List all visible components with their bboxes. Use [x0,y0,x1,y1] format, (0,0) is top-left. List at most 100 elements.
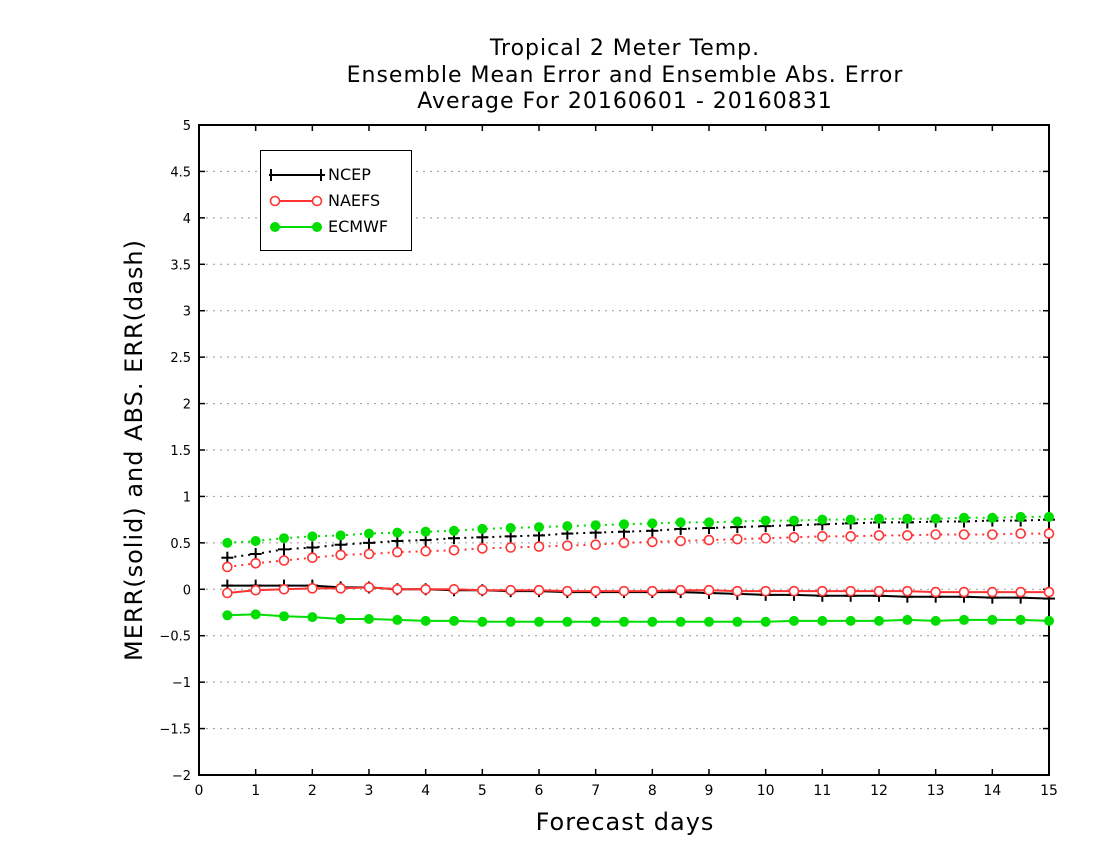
point-ecmwf-abs-error [987,512,998,523]
point-naefs-abs-error [533,541,545,552]
point-naefs-abs-error [703,534,715,546]
x-tick-label: 4 [421,783,430,799]
y-tick-label: 3.5 [170,258,191,273]
legend-swatch-ecmwf [270,222,322,232]
x-tick-label: 5 [478,783,487,799]
point-ecmwf-mean-error [817,615,828,626]
y-tick-label: −1 [172,676,191,691]
point-naefs-abs-error [590,539,601,551]
point-ecmwf-mean-error [845,615,856,626]
point-ecmwf-mean-error [1044,615,1054,626]
point-naefs-abs-error [477,543,488,554]
point-naefs-abs-error [902,530,913,541]
chart-title-line-2: Ensemble Mean Error and Ensemble Abs. Er… [346,63,904,88]
point-naefs-abs-error [760,532,771,544]
point-naefs-abs-error [1043,528,1055,539]
point-ecmwf-abs-error [1015,511,1026,522]
point-naefs-mean-error [873,585,885,597]
point-naefs-mean-error [477,584,488,596]
point-ecmwf-abs-error [704,517,714,528]
legend-label-ecmwf: ECMWF [328,217,389,236]
point-ecmwf-mean-error [902,614,913,625]
chart-title-line-3: Average For 20160601 - 20160831 [417,89,833,114]
y-tick-label: 2.5 [170,351,191,366]
point-ecmwf-abs-error [250,536,261,546]
point-naefs-abs-error [930,529,941,540]
legend-label-naefs: NAEFS [328,191,381,210]
point-ecmwf-mean-error [1015,614,1026,625]
grid-layer [199,170,1049,730]
point-ecmwf-abs-error [817,514,828,525]
point-ecmwf-abs-error [619,519,629,530]
point-ecmwf-abs-error [902,513,913,524]
series-line-ecmwf-mean-error [227,613,1050,623]
point-ecmwf-mean-error [987,614,998,625]
y-tick-label: −1.5 [159,723,191,738]
chart-title-line-1: Tropical 2 Meter Temp. [489,36,761,61]
legend-swatch-naefs [269,195,323,207]
point-ecmwf-mean-error [874,615,884,626]
point-naefs-abs-error [958,529,970,540]
point-ecmwf-abs-error [1044,511,1054,522]
point-ecmwf-mean-error [335,614,346,624]
point-ecmwf-mean-error [619,616,629,627]
y-tick-label: 1 [183,490,191,505]
point-ecmwf-mean-error [647,616,658,627]
point-ecmwf-mean-error [392,614,403,625]
point-ecmwf-abs-error [307,531,318,542]
legend-item-ecmwf: ECMWF [261,215,411,239]
point-naefs-abs-error [675,535,686,547]
point-naefs-mean-error [278,583,290,595]
point-naefs-mean-error [533,584,545,596]
x-tick-label: 2 [308,783,317,799]
point-ecmwf-abs-error [930,513,941,524]
y-tick-label: 2 [183,398,191,413]
point-naefs-mean-error [930,586,941,598]
x-tick-label: 10 [757,783,775,799]
legend-swatch-ncep [269,169,325,181]
x-tick-label: 6 [535,783,544,799]
x-tick-label: 3 [365,783,374,799]
point-naefs-abs-error [788,531,800,543]
x-tick-label: 7 [591,783,600,799]
point-ecmwf-mean-error [959,614,969,625]
y-tick-label: 3 [183,305,191,320]
point-ecmwf-abs-error [505,523,516,533]
point-naefs-mean-error [1043,586,1055,598]
point-naefs-abs-error [845,531,856,542]
point-ecmwf-mean-error [760,616,771,627]
axes-layer: −2−1.5−1−0.500.511.522.533.544.550 1 2 3 4 5 6… [159,119,1057,799]
point-naefs-abs-error [335,549,346,561]
point-ecmwf-abs-error [392,527,403,538]
point-ecmwf-mean-error [534,616,544,627]
point-naefs-abs-error [817,531,828,542]
legend: NCEP NAEFS ECMWF [260,150,412,251]
point-ecmwf-mean-error [789,615,799,626]
point-naefs-mean-error [420,583,431,595]
x-tick-label: 8 [648,783,657,799]
x-tick-label: 11 [813,783,831,799]
legend-label-ncep: NCEP [328,165,371,184]
point-ecmwf-mean-error [449,615,459,626]
point-ecmwf-mean-error [279,611,289,622]
x-tick-label: 9 [705,783,714,799]
point-ecmwf-abs-error [335,530,346,541]
point-ecmwf-abs-error [279,533,289,544]
point-naefs-abs-error [1015,528,1026,539]
point-naefs-abs-error [732,533,743,545]
point-naefs-mean-error [1015,586,1026,598]
point-naefs-abs-error [618,537,630,549]
point-naefs-abs-error [505,542,516,553]
point-naefs-mean-error [392,583,403,595]
point-ecmwf-mean-error [675,616,686,627]
point-naefs-abs-error [420,545,431,557]
point-ecmwf-mean-error [307,612,318,623]
x-tick-label: 13 [927,783,945,799]
point-naefs-mean-error [845,585,856,597]
x-tick-label: 12 [870,783,888,799]
point-ecmwf-mean-error [930,615,941,626]
point-naefs-mean-error [902,585,913,597]
point-naefs-abs-error [222,561,233,573]
point-naefs-mean-error [817,585,828,597]
